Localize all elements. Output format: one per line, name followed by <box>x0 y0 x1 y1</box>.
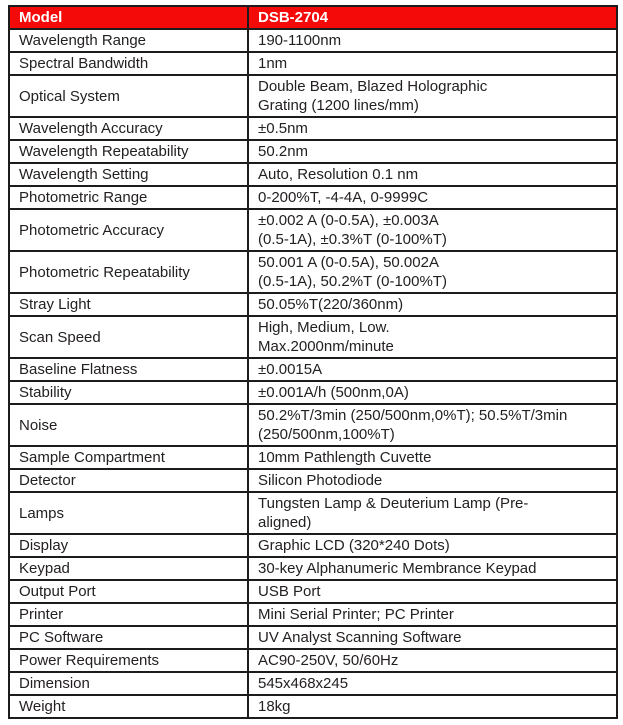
table-row: Photometric Range 0-200%T, -4-4A, 0-9999C <box>8 185 618 210</box>
spec-name-cell: Wavelength Range <box>8 28 249 53</box>
spec-value-cell: 190-1100nm <box>247 28 618 53</box>
spec-name-cell: Detector <box>8 468 249 493</box>
table-row: Stability ±0.001A/h (500nm,0A) <box>8 380 618 405</box>
spec-name-cell: Optical System <box>8 74 249 118</box>
spec-value-cell: 50.001 A (0-0.5A), 50.002A (0.5-1A), 50.… <box>247 250 618 294</box>
table-row: Stray Light 50.05%T(220/360nm) <box>8 292 618 317</box>
spec-name-cell: Output Port <box>8 579 249 604</box>
table-row: Printer Mini Serial Printer; PC Printer <box>8 602 618 627</box>
spec-name-cell: Photometric Repeatability <box>8 250 249 294</box>
spec-table-body: Wavelength Range 190-1100nm Spectral Bandw… <box>8 28 618 719</box>
spec-name-cell: Display <box>8 533 249 558</box>
spec-value-cell: UV Analyst Scanning Software <box>247 625 618 650</box>
spec-name-cell: Wavelength Accuracy <box>8 116 249 141</box>
table-row: Output Port USB Port <box>8 579 618 604</box>
spec-value-cell: 18kg <box>247 694 618 719</box>
table-row: Photometric Accuracy ±0.002 A (0-0.5A), ±… <box>8 208 618 252</box>
spec-value-cell: USB Port <box>247 579 618 604</box>
table-row: Spectral Bandwidth 1nm <box>8 51 618 76</box>
table-row: Power Requirements AC90-250V, 50/60Hz <box>8 648 618 673</box>
spec-value-cell: High, Medium, Low. Max.2000nm/minute <box>247 315 618 359</box>
table-row: Noise 50.2%T/3min (250/500nm,0%T); 50.5%T… <box>8 403 618 447</box>
table-row: Dimension 545x468x245 <box>8 671 618 696</box>
spec-name-cell: Photometric Accuracy <box>8 208 249 252</box>
spec-value-cell: ±0.001A/h (500nm,0A) <box>247 380 618 405</box>
spec-name-cell: Lamps <box>8 491 249 535</box>
spec-name-cell: Printer <box>8 602 249 627</box>
header-model-label: Model <box>8 5 249 30</box>
spec-value-cell: ±0.0015A <box>247 357 618 382</box>
spec-value-cell: 50.05%T(220/360nm) <box>247 292 618 317</box>
spec-value-cell: 1nm <box>247 51 618 76</box>
table-row: PC Software UV Analyst Scanning Software <box>8 625 618 650</box>
header-row: Model DSB-2704 <box>8 5 618 30</box>
table-row: Scan Speed High, Medium, Low. Max.2000nm/… <box>8 315 618 359</box>
spec-value-cell: Auto, Resolution 0.1 nm <box>247 162 618 187</box>
table-row: Wavelength Accuracy ±0.5nm <box>8 116 618 141</box>
spec-value-cell: 30-key Alphanumeric Membrance Keypad <box>247 556 618 581</box>
spec-name-cell: Weight <box>8 694 249 719</box>
spec-value-cell: 50.2nm <box>247 139 618 164</box>
table-row: Weight 18kg <box>8 694 618 719</box>
spec-value-cell: Mini Serial Printer; PC Printer <box>247 602 618 627</box>
spec-name-cell: Keypad <box>8 556 249 581</box>
spec-name-cell: Stability <box>8 380 249 405</box>
table-row: Keypad 30-key Alphanumeric Membrance Keyp… <box>8 556 618 581</box>
header-model-number: DSB-2704 <box>247 5 618 30</box>
spec-name-cell: Noise <box>8 403 249 447</box>
spec-value-cell: AC90-250V, 50/60Hz <box>247 648 618 673</box>
spec-value-cell: Graphic LCD (320*240 Dots) <box>247 533 618 558</box>
spec-value-cell: 10mm Pathlength Cuvette <box>247 445 618 470</box>
table-row: Wavelength Range 190-1100nm <box>8 28 618 53</box>
spec-name-cell: Wavelength Repeatability <box>8 139 249 164</box>
spec-name-cell: Wavelength Setting <box>8 162 249 187</box>
spec-value-cell: 0-200%T, -4-4A, 0-9999C <box>247 185 618 210</box>
spec-name-cell: Spectral Bandwidth <box>8 51 249 76</box>
spec-value-cell: ±0.5nm <box>247 116 618 141</box>
spec-table: Model DSB-2704 Wavelength Range 190-1100n… <box>8 5 618 719</box>
table-row: Photometric Repeatability 50.001 A (0-0.5… <box>8 250 618 294</box>
table-row: Optical System Double Beam, Blazed Hologr… <box>8 74 618 118</box>
table-row: Display Graphic LCD (320*240 Dots) <box>8 533 618 558</box>
spec-name-cell: Photometric Range <box>8 185 249 210</box>
spec-name-cell: Dimension <box>8 671 249 696</box>
table-row: Baseline Flatness ±0.0015A <box>8 357 618 382</box>
spec-name-cell: Sample Compartment <box>8 445 249 470</box>
spec-value-cell: Silicon Photodiode <box>247 468 618 493</box>
spec-value-cell: ±0.002 A (0-0.5A), ±0.003A (0.5-1A), ±0.… <box>247 208 618 252</box>
spec-value-cell: 50.2%T/3min (250/500nm,0%T); 50.5%T/3min… <box>247 403 618 447</box>
spec-name-cell: Baseline Flatness <box>8 357 249 382</box>
table-row: Wavelength Repeatability 50.2nm <box>8 139 618 164</box>
spec-value-cell: 545x468x245 <box>247 671 618 696</box>
spec-name-cell: Stray Light <box>8 292 249 317</box>
table-row: Detector Silicon Photodiode <box>8 468 618 493</box>
table-row: Sample Compartment 10mm Pathlength Cuvett… <box>8 445 618 470</box>
spec-name-cell: Scan Speed <box>8 315 249 359</box>
table-row: Lamps Tungsten Lamp & Deuterium Lamp (Pre… <box>8 491 618 535</box>
table-row: Wavelength Setting Auto, Resolution 0.1 n… <box>8 162 618 187</box>
spec-value-cell: Tungsten Lamp & Deuterium Lamp (Pre- ali… <box>247 491 618 535</box>
spec-name-cell: PC Software <box>8 625 249 650</box>
spec-name-cell: Power Requirements <box>8 648 249 673</box>
spec-value-cell: Double Beam, Blazed Holographic Grating … <box>247 74 618 118</box>
